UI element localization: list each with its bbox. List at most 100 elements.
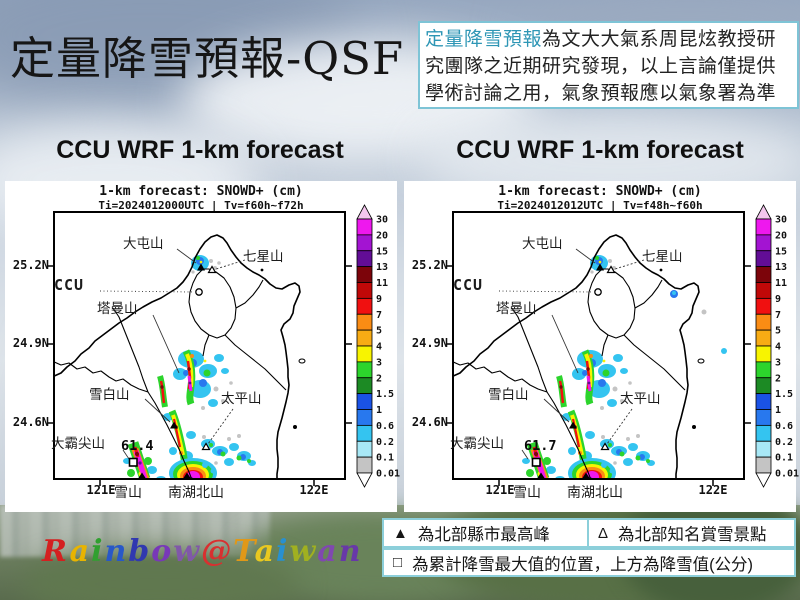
peak-label-xueshan: 雪山 xyxy=(114,484,142,500)
watermark-letter: n xyxy=(104,534,129,569)
svg-text:0.1: 0.1 xyxy=(376,453,394,464)
max-snowfall-value: 61.7 xyxy=(524,438,557,454)
open-square-icon: □ xyxy=(393,554,403,571)
watermark-letter: a xyxy=(254,534,277,569)
plot-title: 1-km forecast: SNOWD+ (cm) xyxy=(498,184,702,199)
svg-text:3: 3 xyxy=(376,357,382,368)
lat-tick-label: 25.2N xyxy=(411,258,448,272)
watermark-letter: R xyxy=(42,534,70,569)
svg-text:0.2: 0.2 xyxy=(775,437,793,448)
svg-text:4: 4 xyxy=(376,342,382,353)
watermark-letter: w xyxy=(289,534,318,569)
svg-text:7: 7 xyxy=(775,310,781,321)
watermark-letter: i xyxy=(276,534,290,569)
svg-text:1.5: 1.5 xyxy=(775,389,793,400)
plot-subtitle: Ti=2024012012UTC | Tv=f48h~f60h xyxy=(497,199,703,212)
watermark-letter: b xyxy=(128,534,152,569)
svg-text:1.5: 1.5 xyxy=(376,389,394,400)
svg-text:3: 3 xyxy=(775,357,781,368)
page-title: 定量降雪預報-QSF xyxy=(10,32,405,85)
disclaimer-text: 為文大大氣系周昆炫教授研究團隊之近期研究發現，以上言論僅提供學術討論之用，氣象預… xyxy=(425,29,777,104)
svg-text:13: 13 xyxy=(775,262,787,273)
legend-text: 為北部縣市最高峰 xyxy=(417,526,550,544)
watermark-letter: n xyxy=(338,534,363,569)
svg-text:13: 13 xyxy=(376,262,388,273)
lat-tick-label: 24.6N xyxy=(411,415,448,429)
lon-tick-label: 121E xyxy=(86,483,116,497)
legend-text: 為北部知名賞雪景點 xyxy=(618,526,767,544)
svg-text:0.01: 0.01 xyxy=(775,469,799,480)
peak-label-taipingshan: 太平山 xyxy=(221,391,262,406)
snowfall-colorbar: 30 20 15 13 11 9 7 5 4 3 2 1.5 1 0.6 0.2 0.1 0.01 xyxy=(356,204,401,488)
map2-header: CCU WRF 1-km forecast xyxy=(456,136,744,164)
watermark: Rainbow@Taiwan xyxy=(42,534,363,569)
peak-label-dabajianshan: 大霸尖山 xyxy=(450,436,504,451)
station-label-ccu: CCU xyxy=(54,276,85,294)
watermark-letter: T xyxy=(233,534,255,569)
watermark-letter: w xyxy=(173,534,202,569)
map1-header: CCU WRF 1-km forecast xyxy=(56,136,344,164)
tree-canopy xyxy=(20,549,300,600)
peak-label-datunshan: 大屯山 xyxy=(522,236,563,251)
svg-text:30: 30 xyxy=(775,215,787,226)
watermark-letter: i xyxy=(91,534,105,569)
city-skyline xyxy=(0,505,270,557)
watermark-letter: @ xyxy=(201,534,234,569)
open-triangle-icon: Δ xyxy=(598,524,609,542)
peak-label-xuebaishan: 雪白山 xyxy=(488,387,529,402)
disclaimer-highlight: 定量降雪預報 xyxy=(425,29,543,50)
peak-label-tamanshan: 塔曼山 xyxy=(496,301,537,316)
svg-text:15: 15 xyxy=(775,246,787,257)
watermark-letter: a xyxy=(317,534,339,569)
legend-snow-spots: Δ 為北部知名賞雪景點 xyxy=(587,518,796,548)
legend-text: 為累計降雪最大值的位置，上方為降雪值(公分) xyxy=(412,555,754,574)
svg-text:5: 5 xyxy=(376,326,382,337)
max-snowfall-value: 61.4 xyxy=(121,438,154,454)
filled-triangle-icon: ▲ xyxy=(393,524,408,542)
lon-tick-label: 122E xyxy=(698,483,728,497)
peak-label-xueshan: 雪山 xyxy=(513,484,541,500)
svg-text:0.01: 0.01 xyxy=(376,469,400,480)
svg-text:15: 15 xyxy=(376,246,388,257)
svg-text:11: 11 xyxy=(376,278,388,289)
svg-text:1: 1 xyxy=(376,405,382,416)
station-label-ccu: CCU xyxy=(453,276,484,294)
svg-text:30: 30 xyxy=(376,215,388,226)
peak-label-tamanshan: 塔曼山 xyxy=(97,301,138,316)
forecast-panel-1: 1-km forecast: SNOWD+ (cm) Ti=2024012000… xyxy=(5,181,400,512)
lat-tick-label: 24.9N xyxy=(12,336,49,350)
peak-label-nanhubeishan: 南湖北山 xyxy=(168,484,224,500)
peak-label-xuebaishan: 雪白山 xyxy=(89,387,130,402)
lon-tick-label: 121E xyxy=(485,483,515,497)
svg-text:7: 7 xyxy=(376,310,382,321)
plot-title: 1-km forecast: SNOWD+ (cm) xyxy=(99,184,303,199)
peak-label-datunshan: 大屯山 xyxy=(123,236,164,251)
peak-label-nanhubeishan: 南湖北山 xyxy=(567,484,623,500)
svg-text:5: 5 xyxy=(775,326,781,337)
legend-max-location: □ 為累計降雪最大值的位置，上方為降雪值(公分) xyxy=(382,548,796,577)
lat-tick-label: 25.2N xyxy=(12,258,49,272)
peak-label-dabajianshan: 大霸尖山 xyxy=(51,436,105,451)
svg-text:0.2: 0.2 xyxy=(376,437,394,448)
svg-text:0.6: 0.6 xyxy=(775,421,793,432)
svg-text:20: 20 xyxy=(376,230,388,241)
svg-text:11: 11 xyxy=(775,278,787,289)
peak-label-qixingshan: 七星山 xyxy=(642,249,683,264)
svg-text:9: 9 xyxy=(775,294,781,305)
svg-text:20: 20 xyxy=(775,230,787,241)
forecast-map xyxy=(446,211,751,486)
svg-text:9: 9 xyxy=(376,294,382,305)
svg-text:2: 2 xyxy=(376,373,382,384)
svg-text:1: 1 xyxy=(775,405,781,416)
snowfall-colorbar: 30 20 15 13 11 9 7 5 4 3 2 1.5 1 0.6 0.2 0.1 0.01 xyxy=(755,204,800,488)
watermark-letter: o xyxy=(151,534,174,569)
svg-text:4: 4 xyxy=(775,342,781,353)
forecast-panel-2: 1-km forecast: SNOWD+ (cm) Ti=2024012012… xyxy=(404,181,799,512)
lat-tick-label: 24.6N xyxy=(12,415,49,429)
svg-text:0.1: 0.1 xyxy=(775,453,793,464)
lat-tick-label: 24.9N xyxy=(411,336,448,350)
legend-highest-peaks: ▲ 為北部縣市最高峰 xyxy=(382,518,589,548)
svg-text:2: 2 xyxy=(775,373,781,384)
peak-label-qixingshan: 七星山 xyxy=(243,249,284,264)
